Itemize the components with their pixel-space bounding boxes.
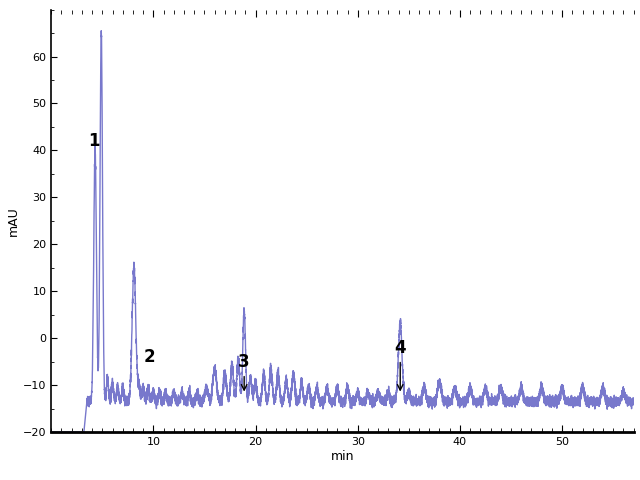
X-axis label: min: min <box>331 450 354 463</box>
Text: 2: 2 <box>143 348 155 366</box>
Text: 3: 3 <box>238 353 250 390</box>
Text: 1: 1 <box>88 132 99 150</box>
Text: 4: 4 <box>394 339 406 390</box>
Y-axis label: mAU: mAU <box>7 206 20 236</box>
